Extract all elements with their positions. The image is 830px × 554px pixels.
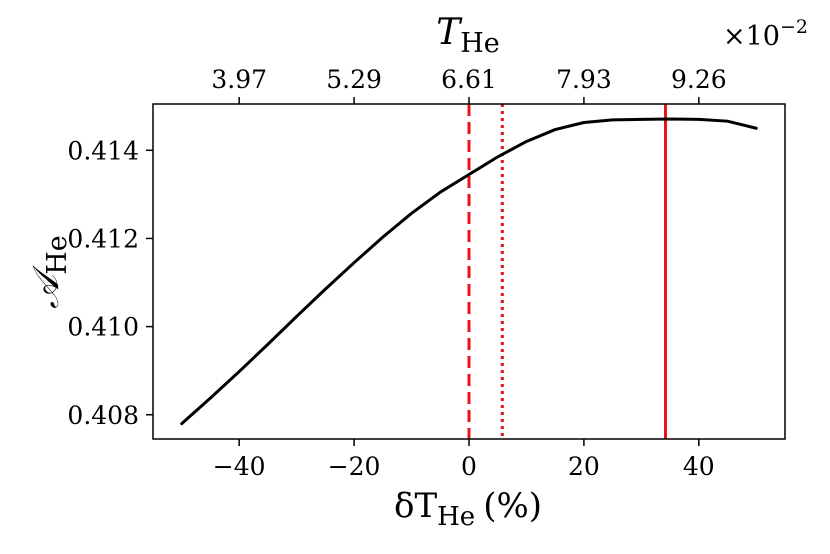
reference-lines (467, 104, 667, 439)
y-axis-title-sub: He (42, 235, 73, 275)
top-tick-label: 3.97 (211, 65, 267, 94)
x-tick-label: 40 (683, 452, 715, 481)
x-tick-label: 20 (568, 452, 600, 481)
top-tick-label: 6.61 (441, 65, 497, 94)
x-axis-title: δTHe (%) (394, 486, 542, 532)
x-tick-label: −20 (328, 452, 381, 481)
x-axis-title-main: δT (394, 486, 437, 526)
y-tick-label: 0.408 (67, 401, 139, 430)
x-axis-ticks: −40 −20 0 20 40 (213, 439, 715, 481)
top-tick-label: 5.29 (326, 65, 382, 94)
y-axis-title: 𝒜He (26, 235, 73, 309)
series-line (180, 117, 758, 426)
series-lines (180, 117, 758, 426)
y-axis-ticks: 0.408 0.410 0.412 0.414 (67, 136, 153, 430)
top-axis-title: THe (436, 12, 500, 59)
y-tick-label: 0.414 (67, 136, 139, 165)
top-axis-ticks: 3.97 5.29 6.61 7.93 9.26 (211, 65, 727, 104)
top-tick-label: 9.26 (671, 65, 727, 94)
x-tick-label: 0 (461, 452, 477, 481)
x-axis-title-sub: He (437, 502, 475, 532)
top-axis-title-sub: He (460, 28, 500, 59)
x-tick-label: −40 (213, 452, 266, 481)
top-tick-label: 7.93 (556, 65, 612, 94)
top-axis-multiplier-base: ×10 (723, 21, 780, 52)
y-tick-label: 0.410 (67, 313, 139, 342)
x-axis-title-unit: (%) (483, 486, 542, 526)
top-axis-multiplier: ×10−2 (723, 16, 808, 52)
top-axis-multiplier-exp: −2 (780, 16, 808, 38)
top-axis-title-main: T (436, 12, 463, 53)
y-tick-label: 0.412 (67, 224, 139, 253)
